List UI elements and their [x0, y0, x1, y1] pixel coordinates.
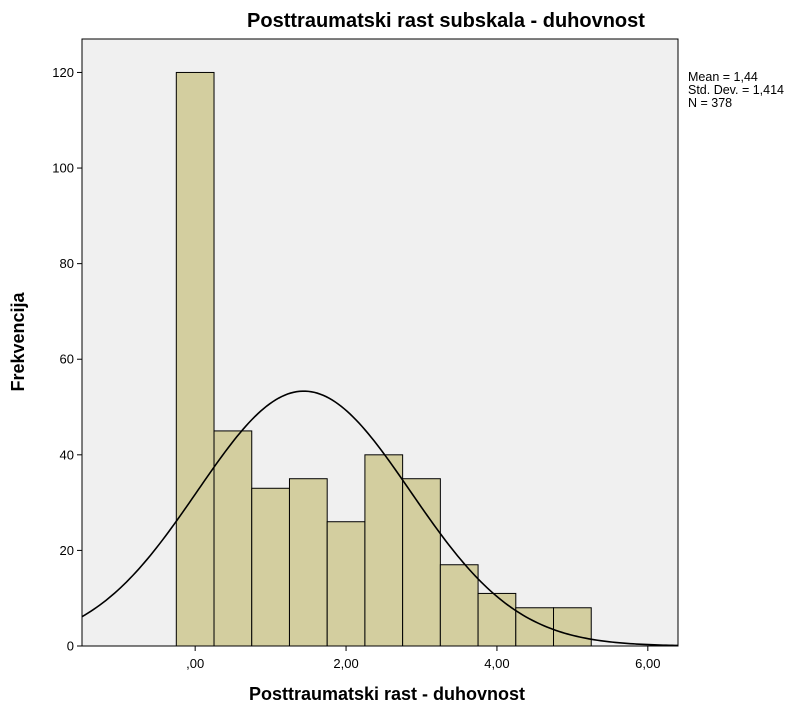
histogram-bar-1	[213, 430, 253, 647]
histogram-bar-3	[288, 478, 328, 647]
stats-n: N = 378	[688, 96, 732, 110]
y-tick-label-1: 20	[60, 543, 74, 558]
y-tick-label-6: 120	[52, 65, 74, 80]
y-axis: 0 20 40 60 80 100 120	[52, 65, 82, 654]
x-tick-label-2: 4,00	[484, 656, 509, 671]
x-axis: ,00 2,00 4,00 6,00	[186, 646, 660, 671]
x-tick-label-0: ,00	[186, 656, 204, 671]
histogram-bar-0	[175, 71, 215, 647]
histogram-bar-10	[553, 607, 592, 647]
stats-std-dev: Std. Dev. = 1,414	[688, 83, 784, 97]
histogram-bar-5	[364, 454, 404, 647]
y-axis-title: Frekvencija	[8, 291, 28, 391]
histogram-bar-4	[326, 521, 366, 647]
histogram-bars	[175, 71, 592, 647]
chart-title: Posttraumatski rast subskala - duhovnost	[247, 10, 645, 32]
histogram-bar-6	[402, 478, 441, 647]
histogram-bar-7	[439, 564, 479, 647]
histogram-bar-2	[251, 487, 290, 647]
x-tick-label-3: 6,00	[635, 656, 660, 671]
normal-distribution-curve	[81, 390, 679, 647]
x-tick-label-1: 2,00	[333, 656, 358, 671]
y-tick-label-4: 80	[60, 256, 74, 271]
y-tick-label-5: 100	[52, 161, 74, 176]
y-tick-label-3: 60	[60, 352, 74, 367]
histogram-bar-8	[477, 592, 517, 647]
x-axis-title: Posttraumatski rast - duhovnost	[249, 684, 525, 704]
y-tick-label-2: 40	[60, 447, 74, 462]
summary-statistics: Mean = 1,44 Std. Dev. = 1,414 N = 378	[688, 70, 784, 110]
y-tick-label-0: 0	[67, 639, 74, 654]
stats-mean: Mean = 1,44	[688, 70, 758, 84]
